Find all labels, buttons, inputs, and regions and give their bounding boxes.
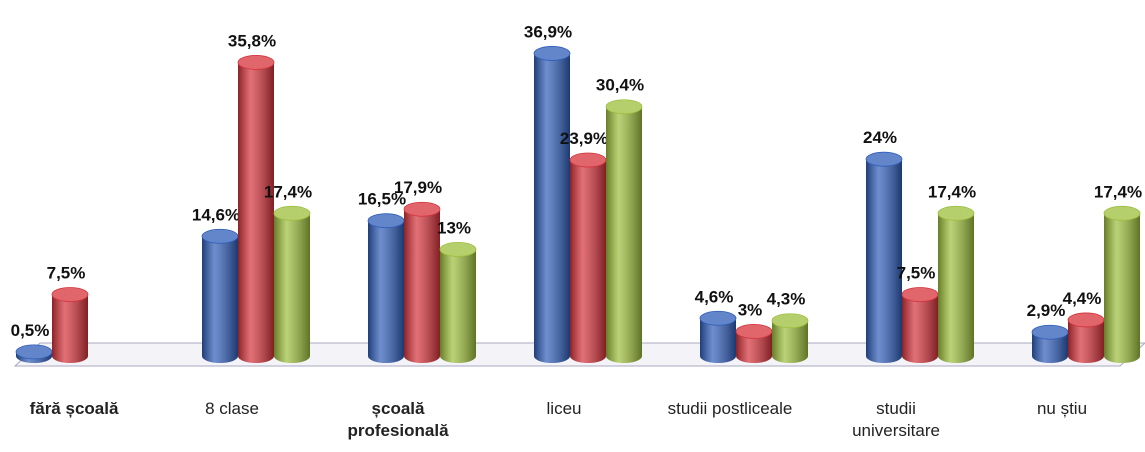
- bar-shade: [534, 53, 570, 364]
- bar-top: [735, 323, 773, 339]
- bar: [439, 241, 477, 363]
- bar: [273, 205, 311, 363]
- data-label: 23,9%: [560, 129, 608, 148]
- bar: [201, 228, 239, 363]
- bar-top: [569, 152, 607, 168]
- data-label: 0,5%: [11, 321, 50, 340]
- data-label: 35,8%: [228, 31, 276, 50]
- data-label: 7,5%: [897, 264, 936, 283]
- bar-shade: [772, 320, 808, 363]
- bar-shade: [202, 236, 238, 363]
- bar-shade: [404, 209, 440, 363]
- bar-shade: [902, 294, 938, 363]
- data-label: 4,6%: [695, 287, 734, 306]
- bar-shade: [52, 294, 88, 363]
- bar-shade: [440, 249, 476, 363]
- data-label: 36,9%: [524, 22, 572, 41]
- bar: [15, 344, 53, 363]
- bar-top: [901, 287, 939, 302]
- bar-top: [533, 46, 571, 61]
- data-label: 30,4%: [596, 76, 644, 95]
- x-tick-label: școală profesională: [347, 399, 449, 440]
- x-tick-label: 8 clase: [205, 399, 259, 418]
- bar-top: [699, 310, 737, 326]
- bar-top: [403, 201, 441, 217]
- data-label: 7,5%: [47, 264, 86, 283]
- bar-top: [15, 344, 53, 360]
- data-label: 17,4%: [1094, 182, 1142, 201]
- bar: [699, 310, 737, 363]
- bar: [403, 201, 441, 363]
- x-tick-label: liceu: [546, 399, 582, 418]
- bar: [937, 205, 975, 363]
- bar-top: [1103, 205, 1141, 221]
- bar: [533, 46, 571, 364]
- bar-shade: [1104, 213, 1140, 363]
- data-label: 4,3%: [767, 290, 806, 309]
- bar: [1031, 324, 1069, 363]
- bar: [1103, 205, 1141, 363]
- bar: [771, 313, 809, 363]
- bar: [367, 213, 405, 363]
- bar-shade: [700, 318, 736, 363]
- x-tick-label: nu știu: [1036, 399, 1088, 418]
- bar-shade: [570, 160, 606, 363]
- bar-top: [51, 287, 89, 302]
- bar-top: [771, 313, 809, 329]
- data-label: 16,5%: [358, 190, 406, 209]
- data-label: 17,4%: [264, 182, 312, 201]
- bar: [237, 55, 275, 363]
- x-tick-label: studii universitare: [852, 399, 940, 440]
- bar: [865, 151, 903, 363]
- data-label: 17,9%: [394, 178, 442, 197]
- bar-shade: [274, 213, 310, 363]
- bar-top: [439, 241, 477, 257]
- bar: [51, 287, 89, 363]
- bar-shade: [1032, 332, 1068, 363]
- bar: [735, 323, 773, 363]
- x-tick-label: fără școală: [29, 399, 119, 418]
- bar-top: [937, 205, 975, 221]
- data-label: 17,4%: [928, 182, 976, 201]
- bar-shade: [238, 62, 274, 363]
- data-label: 13%: [437, 218, 471, 237]
- bar-shade: [866, 159, 902, 363]
- bar-shade: [1068, 319, 1104, 363]
- data-label: 3%: [738, 300, 763, 319]
- bar-top: [201, 228, 239, 244]
- bar: [569, 152, 607, 363]
- bar-top: [1031, 324, 1069, 340]
- bar-shade: [368, 220, 404, 363]
- bar-top: [865, 151, 903, 167]
- bar-shade: [606, 106, 642, 363]
- x-tick-label: studii postliceale: [667, 399, 793, 418]
- data-label: 4,4%: [1063, 289, 1102, 308]
- data-label: 14,6%: [192, 205, 240, 224]
- bar-top: [237, 55, 275, 70]
- bar-shade: [736, 331, 772, 363]
- bar: [1067, 312, 1105, 363]
- bar: [605, 99, 643, 363]
- data-label: 24%: [863, 128, 897, 147]
- bar-shade: [938, 213, 974, 363]
- bar-top: [1067, 312, 1105, 328]
- data-label: 2,9%: [1027, 301, 1066, 320]
- bar-top: [367, 213, 405, 229]
- bar-top: [273, 205, 311, 221]
- bar: [901, 287, 939, 363]
- bar-top: [605, 99, 643, 115]
